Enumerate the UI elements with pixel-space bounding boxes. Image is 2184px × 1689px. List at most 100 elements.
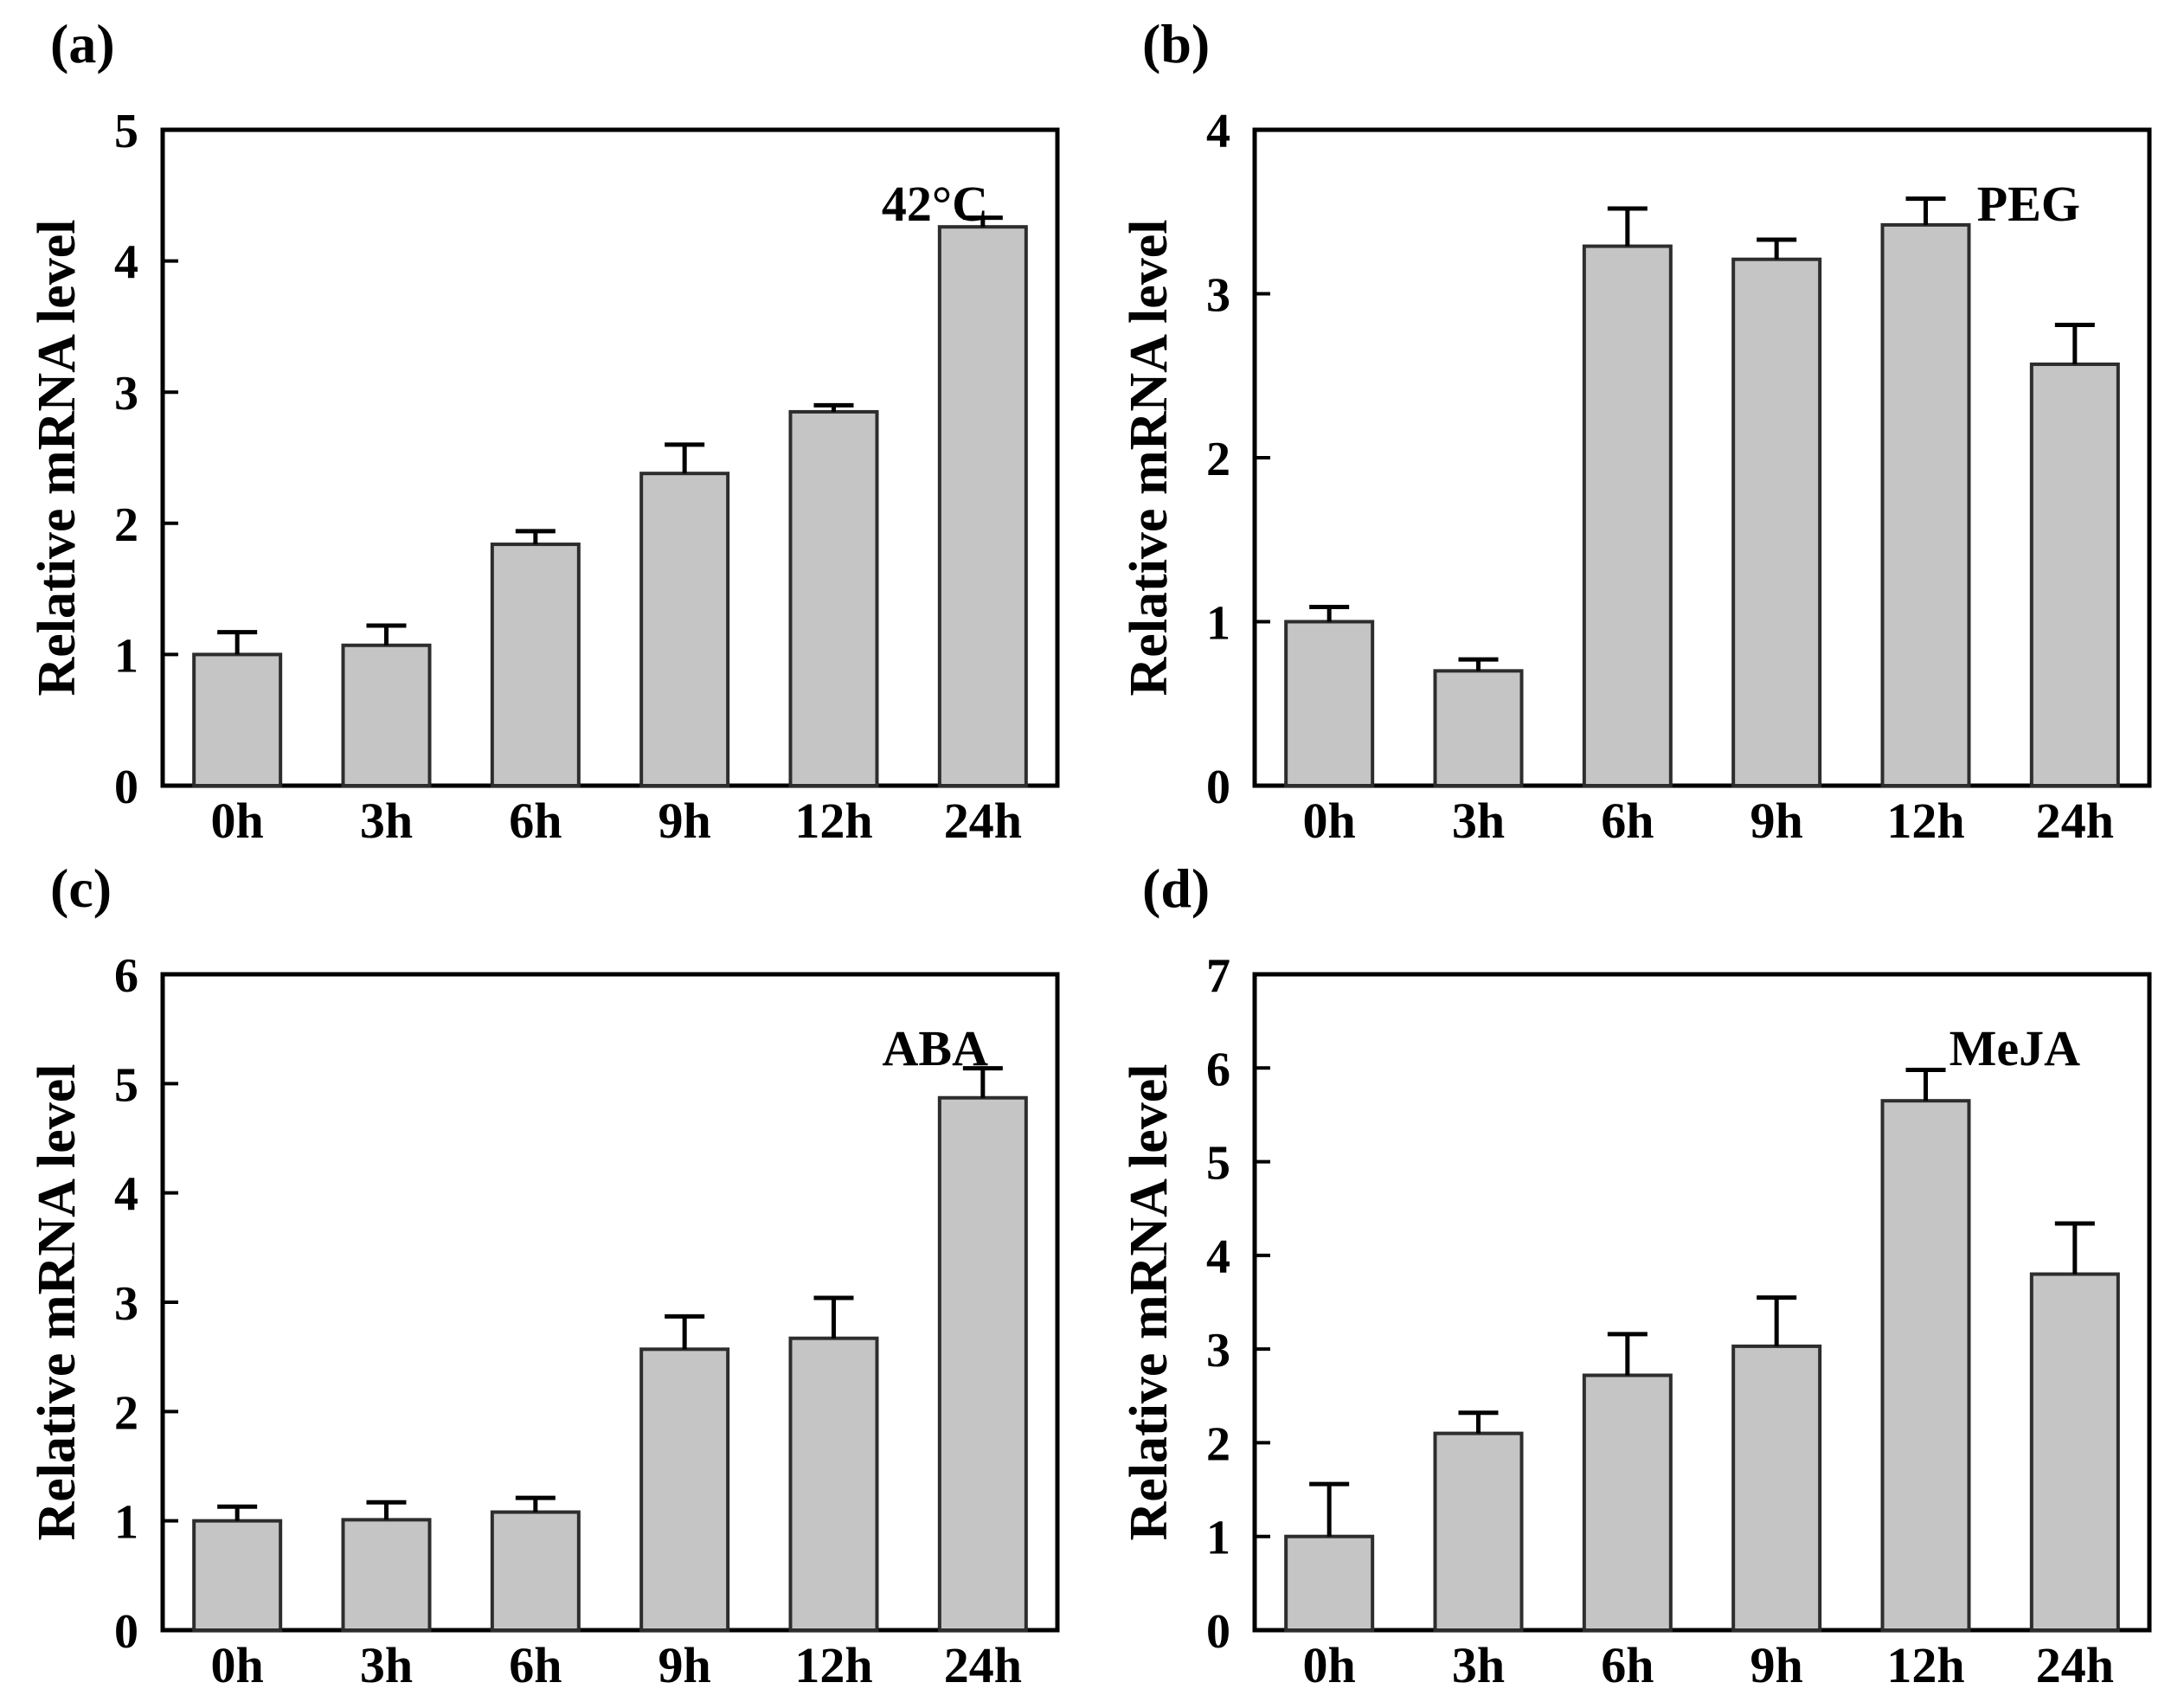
y-tick-label: 2 xyxy=(114,498,138,552)
y-tick-label: 1 xyxy=(1206,1512,1230,1565)
condition-label: 42°C xyxy=(882,176,988,232)
x-tick-label-0h: 0h xyxy=(211,793,264,844)
y-tick-label: 2 xyxy=(1206,1417,1230,1471)
bar-12h xyxy=(788,409,879,787)
y-tick-label: 0 xyxy=(114,761,138,814)
bar-9h xyxy=(1731,257,1822,787)
panel-chart-svg: 0 1 2 3 4 5 6 7 0h 3h 6h 9h 12h 24h MeJA Relative mRNA … xyxy=(1120,949,2152,1689)
bar-0h xyxy=(1284,620,1375,787)
y-axis-title: Relative mRNA level xyxy=(28,220,87,697)
x-tick-label-24h: 24h xyxy=(944,1637,1022,1689)
plot-border xyxy=(1252,972,2152,1633)
y-tick-label: 0 xyxy=(1206,1605,1230,1659)
y-tick-label: 6 xyxy=(1206,1043,1230,1096)
y-tick-label: 1 xyxy=(114,629,138,683)
y-tick-label: 4 xyxy=(114,1168,138,1222)
y-tick-label: 3 xyxy=(114,1277,138,1331)
bar-3h xyxy=(341,1518,432,1632)
bar-9h xyxy=(1731,1344,1822,1632)
condition-label: PEG xyxy=(1977,176,2080,232)
bar-9h xyxy=(639,472,730,788)
panel-label-d: (d) xyxy=(1142,857,1211,919)
y-tick-label: 4 xyxy=(114,236,138,290)
x-tick-label-0h: 0h xyxy=(211,1637,264,1689)
y-tick-label: 4 xyxy=(1206,105,1230,158)
y-tick-label: 5 xyxy=(114,105,138,158)
x-tick-label-24h: 24h xyxy=(944,793,1022,844)
y-axis-title: Relative mRNA level xyxy=(28,1064,87,1541)
bar-24h xyxy=(937,225,1028,787)
x-tick-label-12h: 12h xyxy=(1886,1637,1964,1689)
plot-border xyxy=(1252,127,2152,788)
x-tick-label-6h: 6h xyxy=(509,793,562,844)
panel-label-b: (b) xyxy=(1142,13,1211,74)
bar-3h xyxy=(341,643,432,788)
x-tick-label-9h: 9h xyxy=(658,1637,711,1689)
x-tick-label-3h: 3h xyxy=(360,793,413,844)
y-tick-label: 1 xyxy=(114,1496,138,1550)
y-axis-title: Relative mRNA level xyxy=(1120,1064,1179,1541)
y-tick-label: 2 xyxy=(1206,433,1230,486)
x-tick-label-9h: 9h xyxy=(658,793,711,844)
plot-border xyxy=(160,127,1060,788)
y-tick-label: 3 xyxy=(114,367,138,421)
panel-chart-svg: 0 1 2 3 4 5 6 0h 3h 6h 9h 12h 24h ABA Relative mRNA le… xyxy=(28,949,1060,1689)
x-tick-label-9h: 9h xyxy=(1750,793,1803,844)
x-tick-label-9h: 9h xyxy=(1750,1637,1803,1689)
panel-a: (a) 0 1 2 3 4 5 0h 3h 6h 9h 12h 24h 42°C Relative mRN… xyxy=(0,0,1092,844)
bar-6h xyxy=(490,1510,581,1632)
x-tick-label-24h: 24h xyxy=(2036,1637,2114,1689)
bar-0h xyxy=(192,652,283,788)
x-tick-label-6h: 6h xyxy=(1601,793,1654,844)
panel-b: (b) 0 1 2 3 4 0h 3h 6h 9h 12h 24h PEG Relative mRNA … xyxy=(1092,0,2184,844)
bar-9h xyxy=(639,1347,730,1632)
bar-3h xyxy=(1433,1431,1524,1632)
condition-label: ABA xyxy=(883,1020,989,1076)
bar-24h xyxy=(937,1095,1028,1632)
y-tick-label: 7 xyxy=(1206,949,1230,1003)
x-tick-label-24h: 24h xyxy=(2036,793,2114,844)
bar-12h xyxy=(1880,222,1971,788)
panel-chart-svg: 0 1 2 3 4 0h 3h 6h 9h 12h 24h PEG Relative mRNA leve… xyxy=(1120,105,2152,844)
x-tick-label-12h: 12h xyxy=(794,793,872,844)
y-tick-label: 3 xyxy=(1206,269,1230,323)
y-tick-label: 5 xyxy=(114,1058,138,1112)
bar-0h xyxy=(192,1519,283,1633)
chart-42c: 0 1 2 3 4 5 0h 3h 6h 9h 12h 24h 42°C Relative mRNA le… xyxy=(0,0,1092,844)
y-tick-label: 5 xyxy=(1206,1137,1230,1191)
y-tick-label: 6 xyxy=(114,949,138,1003)
y-tick-label: 3 xyxy=(1206,1324,1230,1378)
panel-label-a: (a) xyxy=(50,13,115,74)
x-tick-label-0h: 0h xyxy=(1303,793,1356,844)
y-tick-label: 1 xyxy=(1206,597,1230,651)
y-axis-title: Relative mRNA level xyxy=(1120,220,1179,697)
chart-aba: 0 1 2 3 4 5 6 0h 3h 6h 9h 12h 24h ABA Relative mRNA le… xyxy=(0,844,1092,1689)
chart-peg: 0 1 2 3 4 0h 3h 6h 9h 12h 24h PEG Relative mRNA leve… xyxy=(1092,0,2184,844)
panel-c: (c) 0 1 2 3 4 5 6 0h 3h 6h 9h 12h 24h ABA Relative mRN… xyxy=(0,844,1092,1689)
chart-meja: 0 1 2 3 4 5 6 7 0h 3h 6h 9h 12h 24h MeJA Relative mRNA … xyxy=(1092,844,2184,1689)
bar-0h xyxy=(1284,1534,1375,1633)
bar-6h xyxy=(490,543,581,788)
x-tick-label-0h: 0h xyxy=(1303,1637,1356,1689)
bar-12h xyxy=(788,1336,879,1632)
panel-d: (d) 0 1 2 3 4 5 6 7 0h 3h 6h 9h 12h 24h MeJA Relative m… xyxy=(1092,844,2184,1689)
y-tick-label: 0 xyxy=(1206,761,1230,814)
panel-chart-svg: 0 1 2 3 4 5 0h 3h 6h 9h 12h 24h 42°C Relative mRNA le… xyxy=(28,105,1060,844)
y-tick-label: 4 xyxy=(1206,1230,1230,1284)
x-tick-label-6h: 6h xyxy=(1601,1637,1654,1689)
x-tick-label-3h: 3h xyxy=(360,1637,413,1689)
bar-24h xyxy=(2029,362,2120,787)
bar-24h xyxy=(2029,1272,2120,1632)
x-tick-label-3h: 3h xyxy=(1452,793,1505,844)
y-tick-label: 2 xyxy=(114,1386,138,1440)
panel-label-c: (c) xyxy=(50,857,112,919)
condition-label: MeJA xyxy=(1950,1020,2080,1076)
bar-3h xyxy=(1433,669,1524,787)
bar-6h xyxy=(1582,1373,1673,1632)
x-tick-label-6h: 6h xyxy=(509,1637,562,1689)
y-tick-label: 0 xyxy=(114,1605,138,1659)
bar-6h xyxy=(1582,244,1673,788)
x-tick-label-3h: 3h xyxy=(1452,1637,1505,1689)
bar-12h xyxy=(1880,1099,1971,1632)
